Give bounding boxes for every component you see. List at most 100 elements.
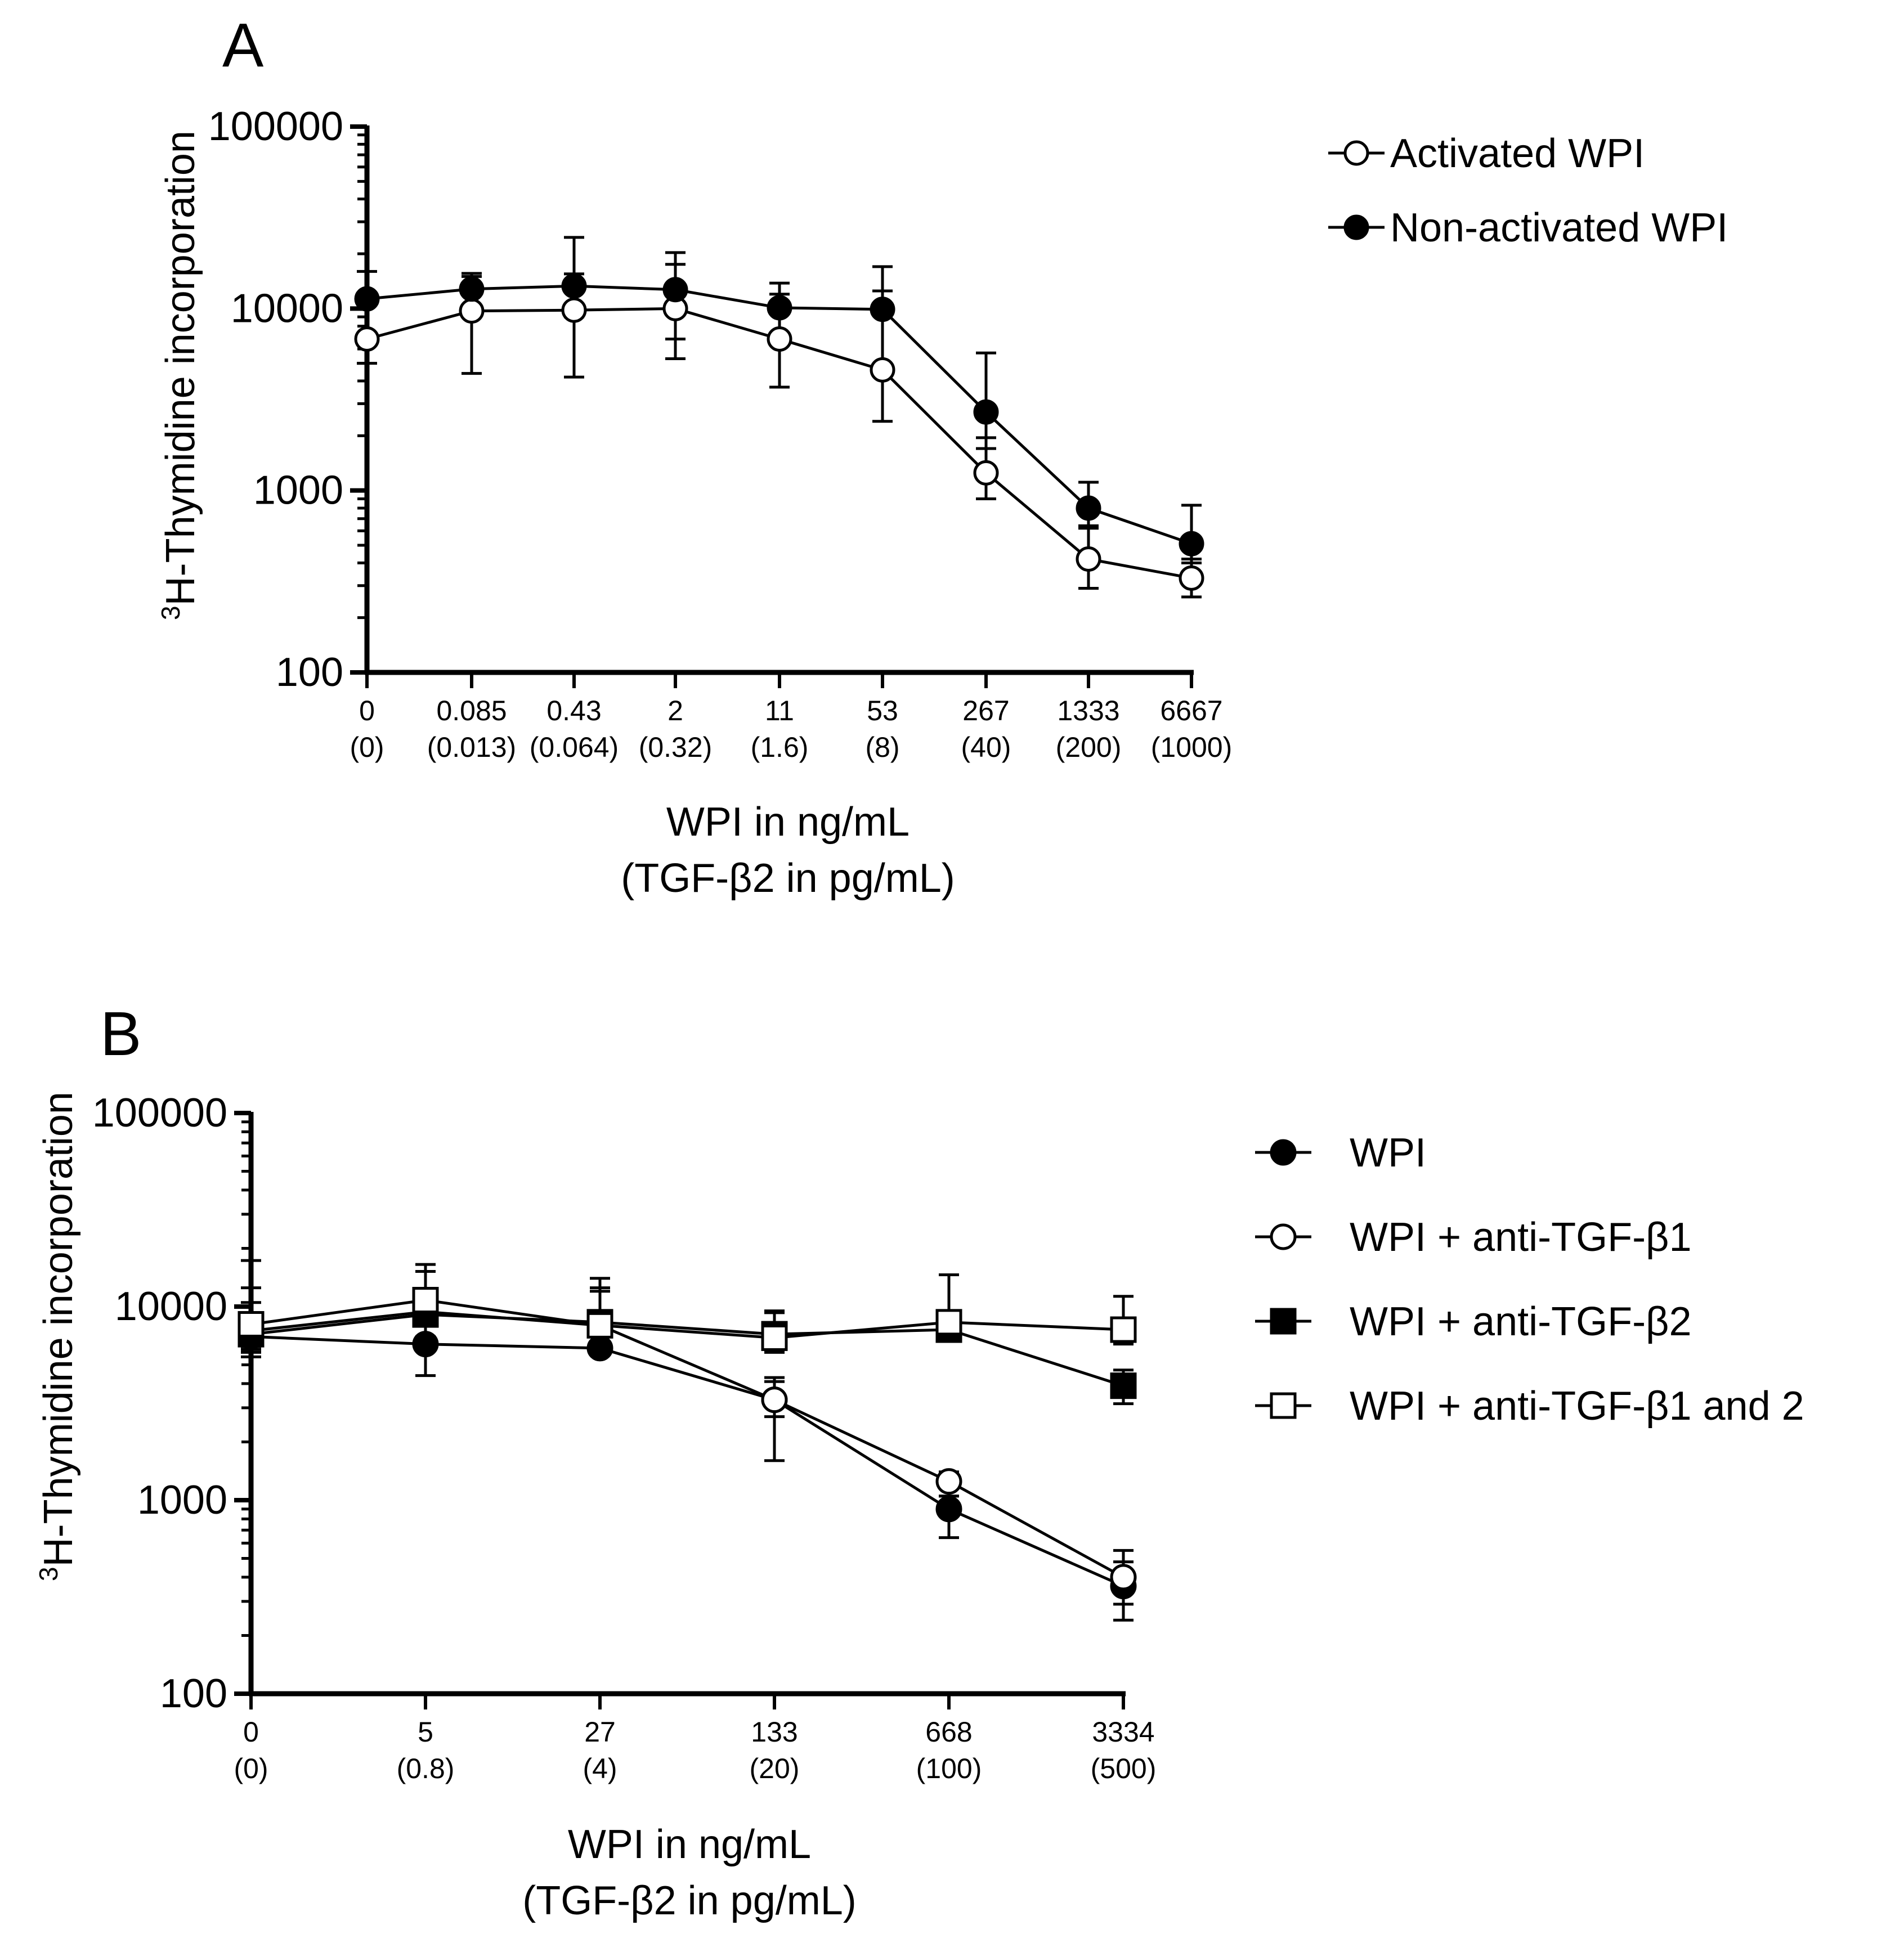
legend-marker bbox=[1270, 1139, 1297, 1166]
panel-b-y-tick-label: 100 bbox=[160, 1671, 227, 1716]
panel-b-y-tick-label: 10000 bbox=[115, 1284, 227, 1329]
data-point bbox=[761, 1324, 788, 1351]
data-point bbox=[761, 1386, 788, 1414]
legend-label: WPI + anti-TGF-β1 bbox=[1350, 1215, 1692, 1260]
panel-b-x-tick-label-secondary: (0) bbox=[234, 1753, 268, 1784]
panel-a-legend-item: Activated WPI bbox=[1328, 131, 1645, 176]
panel-a-x-tick-label-secondary: (0) bbox=[350, 732, 384, 763]
panel-a-series-2-markers bbox=[354, 273, 1204, 557]
panel-b-x-tick-label: 5 bbox=[418, 1716, 433, 1748]
panel-a-x-tick-label: 53 bbox=[867, 695, 898, 726]
panel-b-plot-area bbox=[238, 1259, 1137, 1622]
svg-text:3H-Thymidine incorporation: 3H-Thymidine incorporation bbox=[34, 1092, 81, 1581]
panel-a-x-tick-label: 11 bbox=[765, 695, 794, 726]
panel-a-x-axis-title-line2: (TGF-β2 in pg/mL) bbox=[621, 856, 955, 901]
panel-a-x-tick-label-secondary: (0.32) bbox=[639, 732, 713, 763]
legend-label: Non-activated WPI bbox=[1390, 205, 1728, 250]
panel-a-x-tick-label: 1333 bbox=[1057, 695, 1119, 726]
panel-b-y-axis-title-sup: 3 bbox=[34, 1567, 63, 1581]
legend-label: WPI + anti-TGF-β2 bbox=[1350, 1299, 1692, 1344]
panel-b-x-tick-label-secondary: (100) bbox=[916, 1753, 982, 1784]
panel-b-axes: 100 1000 10000 100000 0 (0) 5 (0.8) 27 (4) 133 (20)… bbox=[92, 1091, 1157, 1784]
data-point bbox=[412, 1331, 439, 1358]
data-point bbox=[586, 1335, 613, 1362]
legend-marker bbox=[1270, 1223, 1297, 1250]
panel-b-legend: WPI WPI + anti-TGF-β1 WPI + anti-TGF-β2 WPI… bbox=[1255, 1130, 1804, 1429]
legend-label: Activated WPI bbox=[1390, 131, 1645, 176]
data-point bbox=[767, 326, 792, 352]
data-point bbox=[1076, 546, 1101, 572]
panel-a-x-tick-label: 0 bbox=[359, 695, 375, 726]
data-point bbox=[459, 276, 485, 302]
data-point bbox=[354, 326, 380, 352]
panel-b-letter: B bbox=[100, 999, 141, 1069]
panel-b: B 3H-Thymidine incorporation WPI in ng/m… bbox=[34, 999, 1804, 1923]
panel-b-x-tick-label: 3334 bbox=[1092, 1716, 1154, 1748]
legend-label: WPI bbox=[1350, 1130, 1426, 1175]
data-point bbox=[973, 399, 999, 425]
panel-b-x-tick-label: 27 bbox=[584, 1716, 616, 1748]
panel-b-x-tick-label-secondary: (0.8) bbox=[397, 1753, 455, 1784]
panel-a-legend: Activated WPI Non-activated WPI bbox=[1328, 131, 1728, 250]
panel-a-y-axis-title-text: H-Thymidine incorporation bbox=[158, 131, 203, 605]
panel-b-x-tick-label-secondary: (4) bbox=[583, 1753, 617, 1784]
panel-a-x-tick-label: 267 bbox=[962, 695, 1009, 726]
panel-a-x-tick-label-secondary: (1000) bbox=[1151, 732, 1233, 763]
panel-a-y-axis-title-sup: 3 bbox=[156, 605, 185, 620]
panel-a-axes: 100 1000 10000 100000 0 (0) 0.085 (0.013) 0.43 (0… bbox=[208, 104, 1233, 763]
data-point bbox=[662, 277, 688, 303]
panel-a-series-1-markers bbox=[354, 295, 1204, 591]
panel-b-x-tick-label: 668 bbox=[925, 1716, 972, 1748]
panel-b-x-axis-title-line1: WPI in ng/mL bbox=[568, 1822, 811, 1867]
data-point bbox=[238, 1311, 265, 1338]
panel-a-x-tick-label-secondary: (0.064) bbox=[530, 732, 619, 763]
data-point bbox=[1110, 1564, 1137, 1591]
panel-a-x-tick-label: 2 bbox=[667, 695, 683, 726]
data-point bbox=[870, 357, 895, 383]
panel-a-y-tick-label: 100000 bbox=[208, 104, 343, 149]
panel-b-y-tick-label: 1000 bbox=[137, 1478, 227, 1523]
panel-b-x-tick-label-secondary: (20) bbox=[750, 1753, 800, 1784]
panel-a-x-tick-label: 0.085 bbox=[436, 695, 507, 726]
panel-a-y-tick-label: 10000 bbox=[231, 286, 343, 331]
panel-b-x-tick-label-secondary: (500) bbox=[1091, 1753, 1157, 1784]
panel-a-y-tick-label: 1000 bbox=[253, 468, 343, 513]
legend-marker bbox=[1343, 140, 1369, 166]
panel-b-x-tick-label: 133 bbox=[751, 1716, 798, 1748]
data-point bbox=[459, 298, 485, 324]
legend-label: WPI + anti-TGF-β1 and 2 bbox=[1350, 1384, 1804, 1429]
panel-b-legend-item: WPI + anti-TGF-β1 and 2 bbox=[1255, 1384, 1804, 1429]
data-point bbox=[1076, 495, 1101, 521]
legend-marker bbox=[1270, 1392, 1297, 1419]
panel-b-series-4 bbox=[241, 1259, 1134, 1354]
data-point bbox=[1110, 1316, 1137, 1343]
panel-b-y-tick-label: 100000 bbox=[92, 1091, 227, 1136]
panel-a: A 3H-Thymidine incorporation WPI in ng/m… bbox=[156, 11, 1728, 901]
panel-b-x-axis-title-line2: (TGF-β2 in pg/mL) bbox=[522, 1878, 857, 1923]
legend-marker bbox=[1270, 1308, 1297, 1335]
panel-b-legend-item: WPI + anti-TGF-β2 bbox=[1255, 1299, 1692, 1344]
data-point bbox=[1179, 565, 1204, 591]
data-point bbox=[935, 1309, 962, 1336]
panel-b-series-1-markers bbox=[238, 1323, 1137, 1600]
panel-b-y-axis-title-text: H-Thymidine incorporation bbox=[36, 1092, 81, 1567]
legend-marker bbox=[1343, 214, 1369, 240]
panel-a-y-tick-label: 100 bbox=[276, 650, 343, 695]
data-point bbox=[767, 295, 792, 321]
data-point bbox=[1179, 531, 1204, 557]
data-point bbox=[586, 1312, 613, 1339]
panel-a-y-axis-title: 3H-Thymidine incorporation bbox=[156, 131, 203, 620]
panel-b-series-2-markers bbox=[238, 1298, 1137, 1591]
panel-a-x-tick-label-secondary: (8) bbox=[865, 732, 899, 763]
data-point bbox=[1110, 1372, 1137, 1399]
panel-a-legend-item: Non-activated WPI bbox=[1328, 205, 1728, 250]
panel-b-x-tick-label: 0 bbox=[243, 1716, 259, 1748]
data-point bbox=[935, 1496, 962, 1523]
series-line bbox=[250, 1313, 1124, 1388]
panel-a-x-tick-label-secondary: (200) bbox=[1056, 732, 1122, 763]
panel-b-legend-item: WPI + anti-TGF-β1 bbox=[1255, 1215, 1692, 1260]
data-point bbox=[412, 1287, 439, 1314]
series-line bbox=[250, 1298, 1124, 1339]
panel-a-plot-area bbox=[354, 236, 1204, 599]
